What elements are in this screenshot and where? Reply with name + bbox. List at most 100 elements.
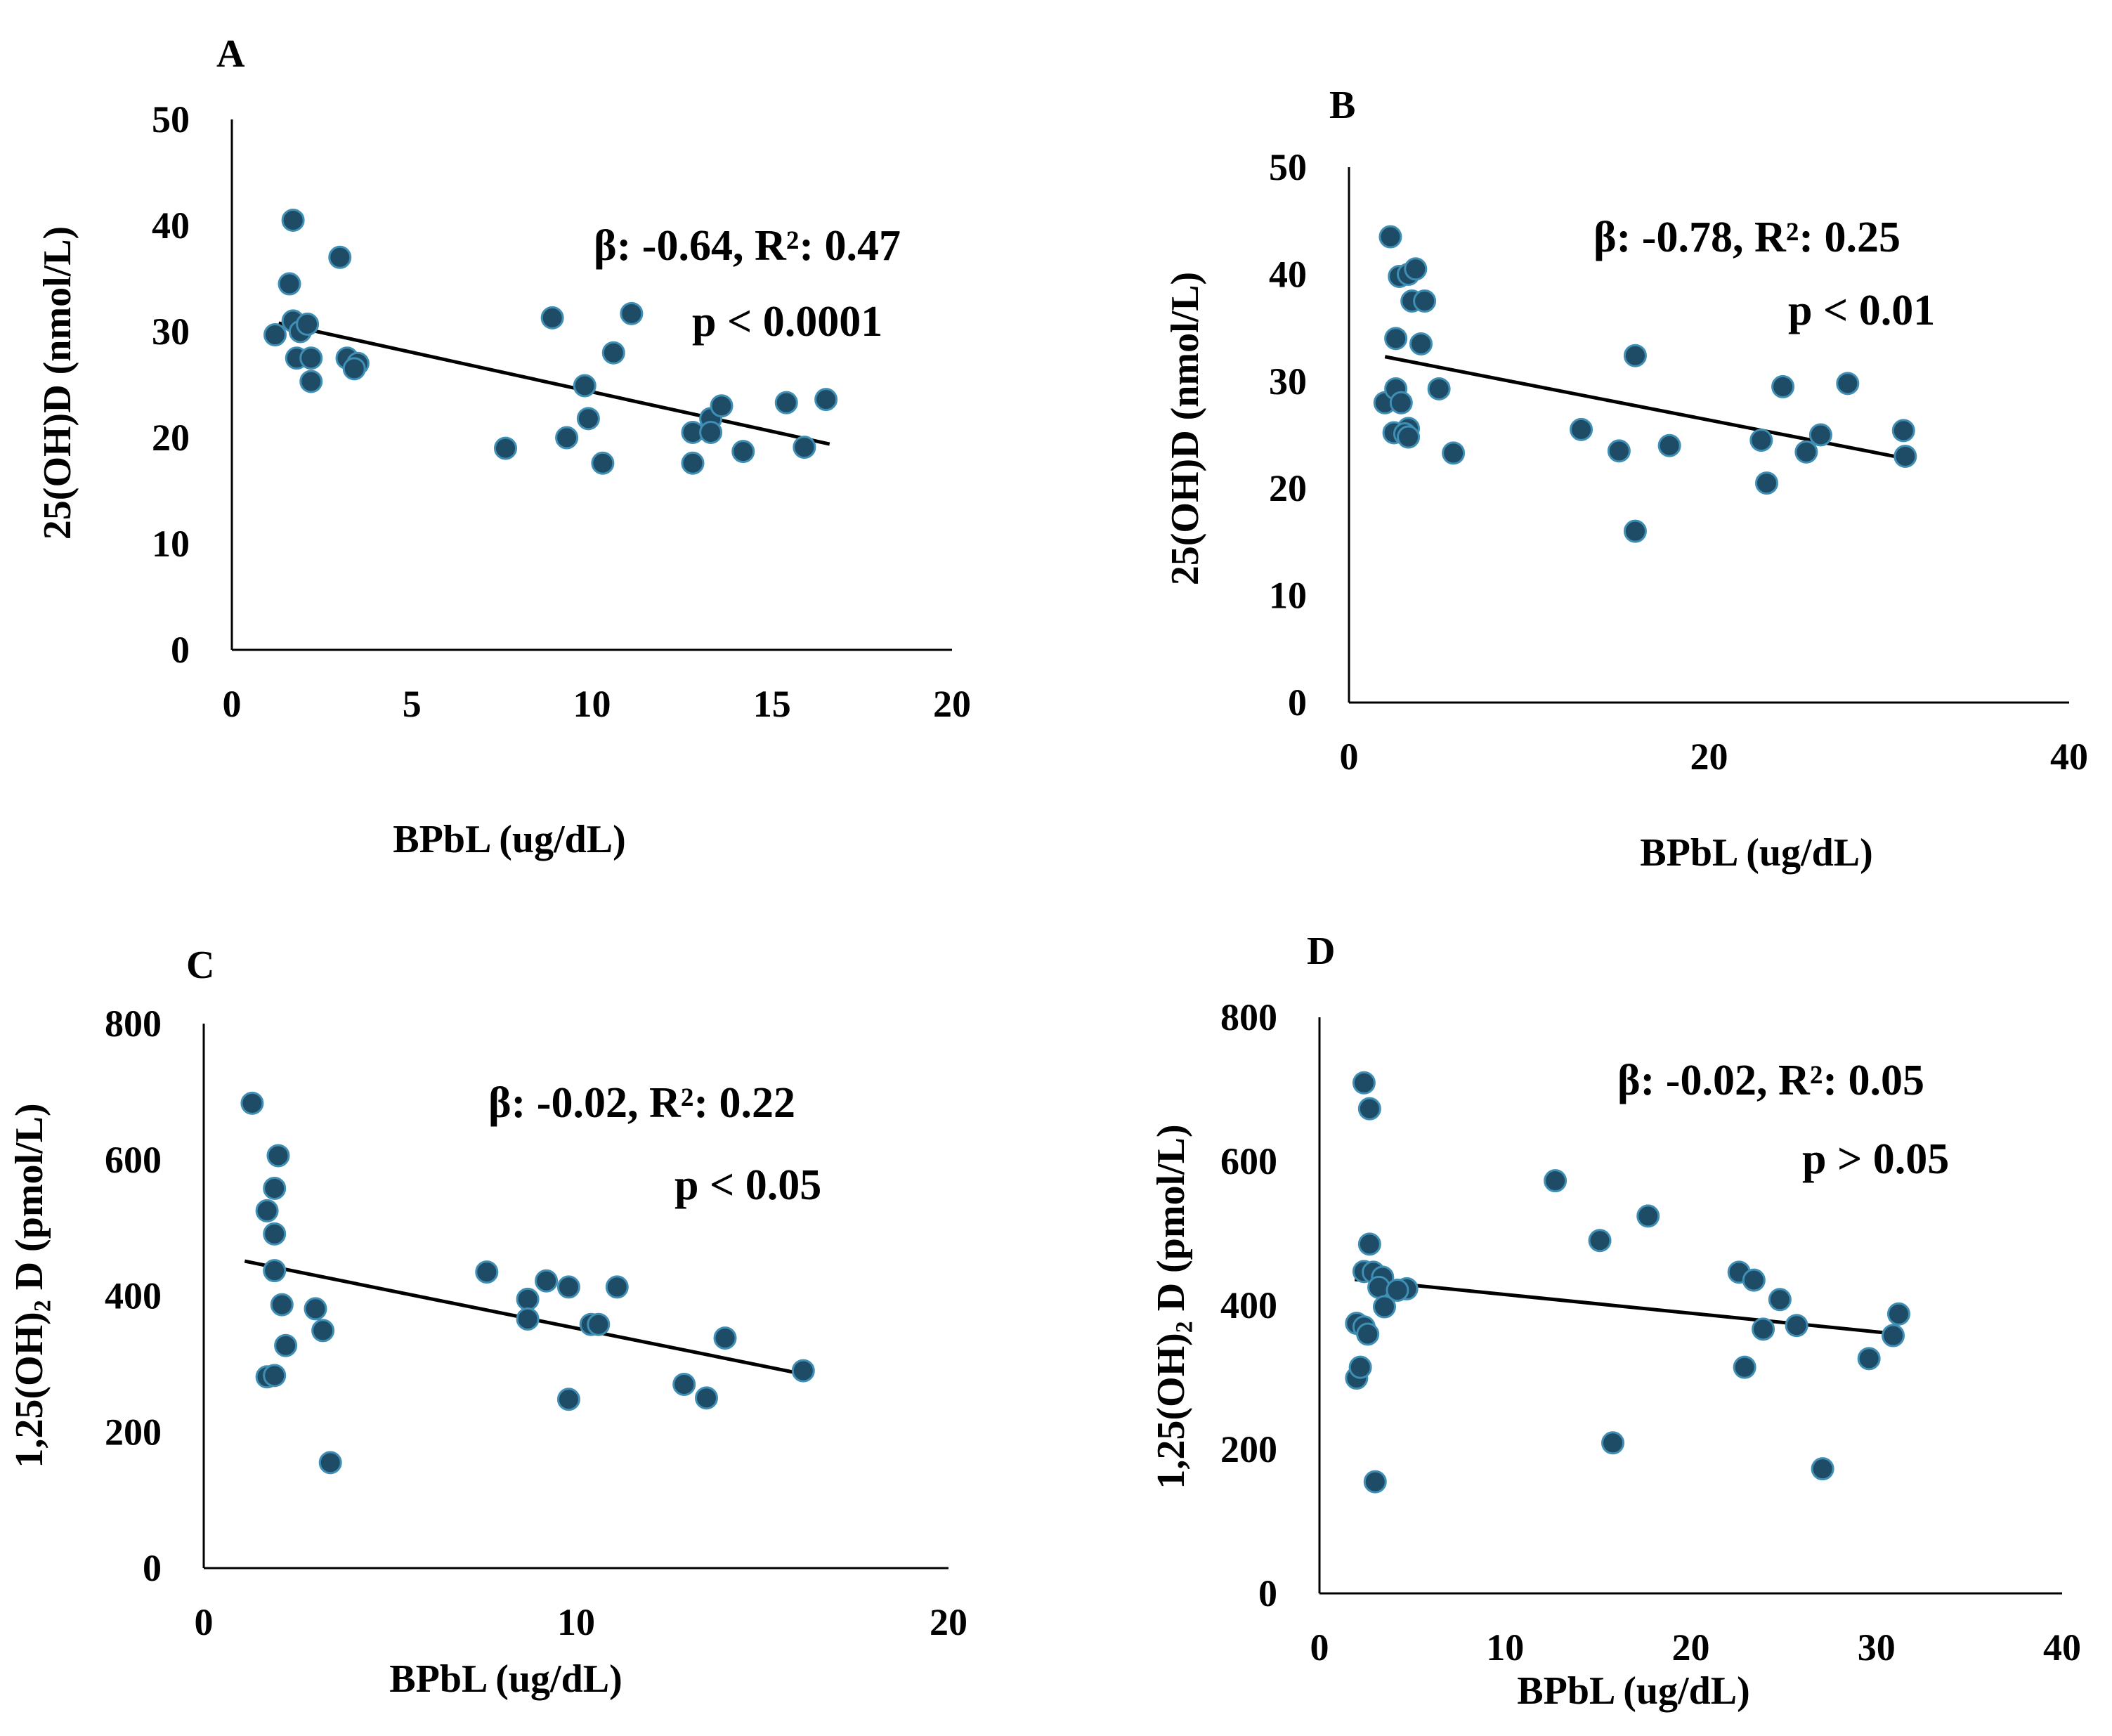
data-point bbox=[1601, 1431, 1625, 1455]
data-point bbox=[591, 451, 615, 475]
data-point bbox=[556, 1388, 580, 1411]
data-point bbox=[1384, 327, 1408, 351]
data-point bbox=[1404, 257, 1428, 281]
data-point bbox=[710, 394, 734, 418]
data-point bbox=[587, 1312, 611, 1336]
data-point bbox=[1771, 374, 1795, 398]
x-axis-label: BPbL (ug/dL) bbox=[393, 818, 625, 861]
stat-p-value: p < 0.05 bbox=[674, 1161, 821, 1209]
x-tick-label: 5 bbox=[403, 683, 422, 725]
data-point bbox=[263, 1222, 287, 1246]
data-point bbox=[1389, 391, 1413, 415]
panel-a: A 0 5 10 15 20 0 10 20 30 40 50 BPbL (ug/dL) 25(OH)D … bbox=[36, 32, 971, 861]
data-point bbox=[672, 1372, 696, 1396]
y-tick-label: 800 bbox=[1220, 996, 1277, 1038]
y-axis-label: 1,25(OH)₂ D (pmol/L) bbox=[8, 1103, 51, 1468]
x-tick-label: 40 bbox=[2043, 1626, 2081, 1669]
x-axis-label: BPbL (ug/dL) bbox=[1640, 831, 1872, 875]
data-point bbox=[699, 420, 723, 444]
data-point bbox=[1442, 441, 1466, 465]
x-tick-label: 20 bbox=[930, 1601, 967, 1643]
data-point bbox=[1836, 372, 1860, 396]
data-point bbox=[299, 346, 323, 370]
data-point bbox=[1742, 1268, 1766, 1292]
data-point bbox=[263, 323, 287, 347]
data-point bbox=[681, 451, 705, 475]
stat-p-value: p > 0.05 bbox=[1802, 1135, 1949, 1183]
data-point bbox=[516, 1307, 540, 1331]
data-point bbox=[791, 1359, 815, 1383]
data-point bbox=[1427, 377, 1451, 400]
data-point bbox=[1785, 1314, 1808, 1338]
x-tick-label: 20 bbox=[933, 683, 971, 725]
data-point bbox=[1348, 1355, 1372, 1379]
data-point bbox=[475, 1260, 499, 1284]
data-point bbox=[605, 1275, 629, 1299]
data-point bbox=[1413, 289, 1437, 313]
x-tick-label: 0 bbox=[195, 1601, 214, 1643]
data-point bbox=[296, 312, 320, 336]
data-point bbox=[555, 426, 579, 450]
trendline bbox=[1384, 355, 1911, 462]
y-tick-label: 40 bbox=[152, 204, 190, 247]
x-tick-label: 10 bbox=[573, 683, 611, 725]
data-point bbox=[1363, 1470, 1387, 1494]
data-point bbox=[1588, 1229, 1612, 1253]
x-tick-label: 10 bbox=[557, 1601, 595, 1643]
panel-letter: D bbox=[1307, 929, 1335, 973]
data-point bbox=[793, 436, 816, 459]
y-tick-label: 400 bbox=[1220, 1284, 1277, 1326]
data-point bbox=[1386, 1278, 1409, 1302]
x-tick-label: 20 bbox=[1672, 1626, 1710, 1669]
data-point bbox=[1857, 1347, 1881, 1371]
data-point bbox=[713, 1326, 737, 1350]
y-tick-label: 40 bbox=[1269, 253, 1307, 295]
x-axis-label: BPbL (ug/dL) bbox=[1517, 1669, 1749, 1713]
data-point bbox=[266, 1144, 290, 1168]
data-point bbox=[573, 374, 597, 398]
data-point bbox=[494, 436, 517, 460]
data-point bbox=[1544, 1169, 1567, 1193]
y-tick-label: 400 bbox=[105, 1275, 162, 1317]
data-point bbox=[274, 1333, 298, 1357]
data-point bbox=[1378, 225, 1402, 249]
data-point bbox=[1794, 440, 1818, 464]
data-point bbox=[695, 1386, 718, 1410]
data-point bbox=[1768, 1288, 1792, 1312]
stat-p-value: p < 0.0001 bbox=[692, 298, 882, 346]
x-tick-label: 30 bbox=[1858, 1626, 1896, 1669]
data-point bbox=[1886, 1302, 1910, 1326]
y-tick-label: 10 bbox=[152, 523, 190, 565]
data-point bbox=[311, 1319, 335, 1343]
y-tick-label: 30 bbox=[152, 311, 190, 353]
y-axis-label: 1,25(OH)₂ D (pmol/L) bbox=[1149, 1124, 1193, 1489]
data-point bbox=[731, 440, 755, 464]
x-tick-label: 10 bbox=[1486, 1626, 1524, 1669]
y-tick-label: 20 bbox=[1269, 467, 1307, 509]
stat-beta-r2: β: -0.64, R²: 0.47 bbox=[594, 222, 901, 270]
data-point bbox=[1811, 1457, 1834, 1481]
data-point bbox=[1657, 433, 1681, 457]
data-point bbox=[814, 388, 838, 412]
data-point bbox=[1372, 1295, 1396, 1319]
y-axis-label: 25(OH)D (nmol/L) bbox=[1163, 272, 1207, 585]
y-tick-label: 20 bbox=[152, 417, 190, 459]
data-point bbox=[1733, 1355, 1756, 1379]
y-tick-label: 0 bbox=[1258, 1572, 1277, 1614]
data-point bbox=[1891, 419, 1915, 443]
data-point bbox=[1397, 425, 1421, 449]
data-point bbox=[1352, 1071, 1376, 1095]
data-point bbox=[1607, 439, 1631, 463]
panel-letter: C bbox=[186, 944, 214, 987]
data-point bbox=[1623, 519, 1647, 543]
data-point bbox=[1882, 1324, 1905, 1347]
y-tick-label: 600 bbox=[105, 1139, 162, 1181]
y-tick-label: 0 bbox=[143, 1547, 162, 1589]
data-point bbox=[1623, 344, 1647, 367]
data-point bbox=[601, 341, 625, 365]
x-tick-label: 20 bbox=[1690, 736, 1728, 778]
data-point bbox=[576, 407, 600, 431]
